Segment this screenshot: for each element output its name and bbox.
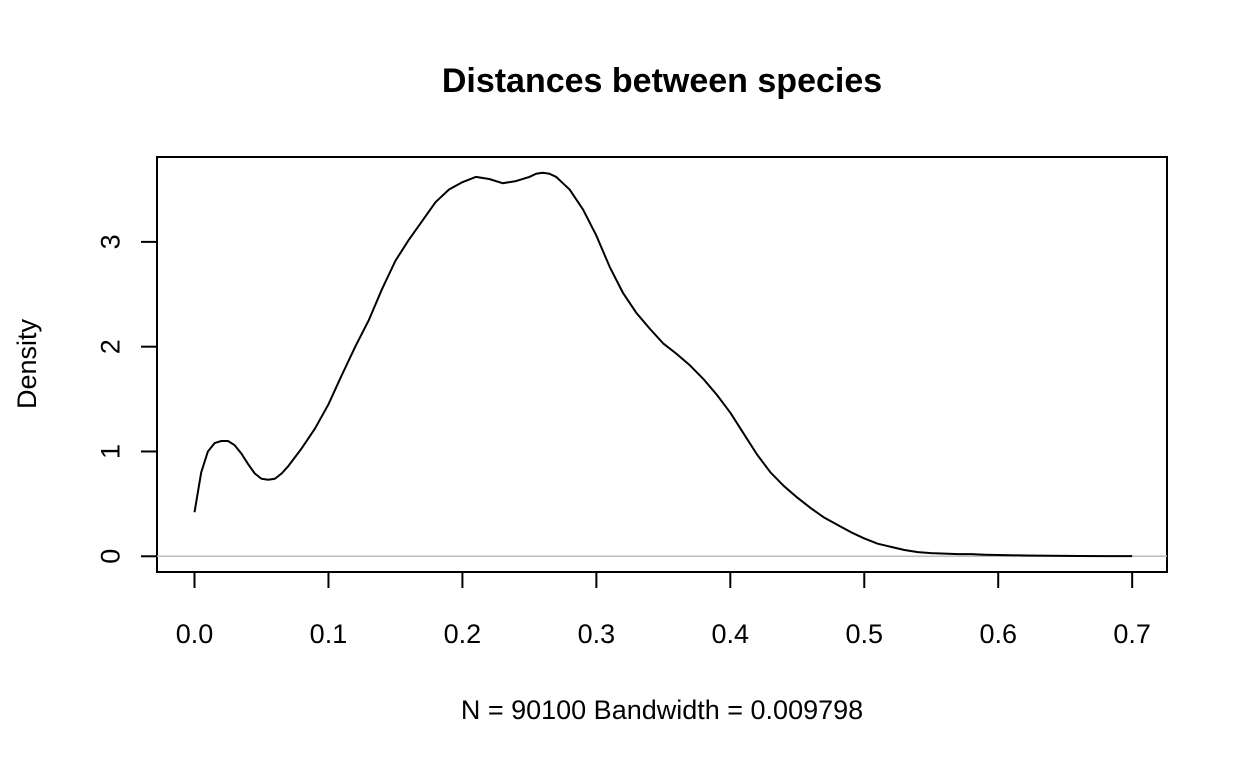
x-axis-label: N = 90100 Bandwidth = 0.009798 <box>461 695 863 725</box>
x-tick-label: 0.5 <box>845 619 883 649</box>
x-axis: 0.0 0.1 0.2 0.3 0.4 0.5 0.6 0.7 <box>176 571 1151 649</box>
y-tick-label: 1 <box>95 444 125 459</box>
x-tick-label: 0.0 <box>176 619 214 649</box>
y-tick-label: 0 <box>95 549 125 564</box>
x-tick-label: 0.6 <box>979 619 1017 649</box>
y-tick-label: 2 <box>95 339 125 354</box>
y-axis-label: Density <box>12 318 42 409</box>
x-tick-label: 0.3 <box>578 619 616 649</box>
x-tick-label: 0.2 <box>444 619 482 649</box>
x-tick-label: 0.4 <box>712 619 750 649</box>
x-tick-label: 0.7 <box>1113 619 1151 649</box>
y-tick-label: 3 <box>95 234 125 249</box>
chart-title: Distances between species <box>442 62 882 100</box>
density-curve <box>193 171 1133 558</box>
x-tick-label: 0.1 <box>310 619 348 649</box>
plot-frame <box>156 156 1168 573</box>
y-axis: 0 1 2 3 <box>95 234 158 564</box>
